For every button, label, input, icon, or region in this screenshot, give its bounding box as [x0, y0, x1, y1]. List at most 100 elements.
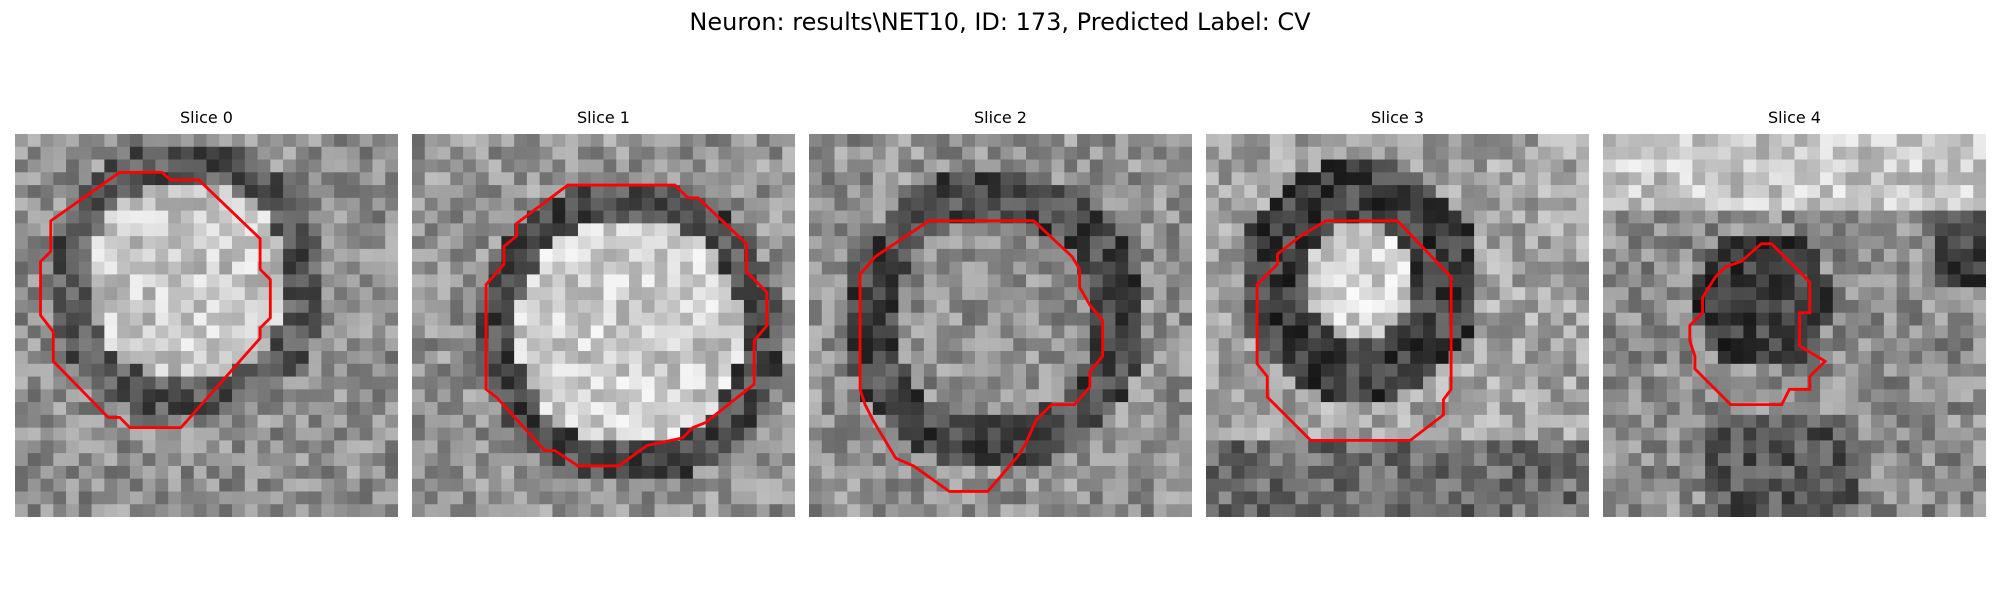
image-pixel [1781, 299, 1795, 314]
image-pixel [1140, 210, 1155, 224]
image-pixel [539, 427, 553, 441]
image-pixel [1832, 427, 1846, 441]
image-pixel [1537, 465, 1552, 480]
image-pixel [834, 389, 848, 403]
image-pixel [180, 376, 195, 390]
image-pixel [1346, 223, 1360, 237]
image-pixel [565, 197, 579, 211]
image-pixel [1295, 389, 1309, 403]
image-pixel [424, 274, 438, 288]
image-pixel [1089, 478, 1104, 492]
image-pixel [53, 427, 67, 441]
image-pixel [1486, 134, 1501, 148]
image-pixel [590, 210, 604, 224]
image-pixel [756, 440, 770, 454]
image-pixel [1641, 440, 1655, 454]
image-pixel [1666, 312, 1680, 326]
image-pixel [142, 453, 156, 467]
image-pixel [936, 287, 950, 301]
image-pixel [372, 299, 386, 314]
image-pixel [616, 440, 630, 454]
image-pixel [142, 299, 156, 314]
image-pixel [539, 287, 553, 301]
image-pixel [463, 363, 477, 377]
image-pixel [372, 197, 386, 211]
image-pixel [692, 248, 707, 263]
image-pixel [488, 440, 502, 454]
image-pixel [577, 414, 592, 429]
image-pixel [629, 248, 643, 263]
image-pixel [756, 248, 770, 263]
image-pixel [1231, 414, 1245, 429]
image-pixel [692, 504, 707, 517]
image-pixel [1730, 504, 1744, 517]
image-pixel [847, 261, 861, 275]
image-pixel [565, 402, 579, 416]
image-pixel [1615, 478, 1629, 492]
image-pixel [1743, 287, 1757, 301]
image-pixel [1871, 376, 1885, 390]
image-pixel [40, 261, 54, 275]
image-pixel [1474, 134, 1488, 148]
image-pixel [1973, 159, 1986, 173]
image-pixel [1947, 299, 1961, 314]
image-pixel [1218, 478, 1232, 492]
image-pixel [78, 440, 92, 454]
image-pixel [987, 197, 1001, 211]
image-pixel [283, 440, 297, 454]
image-pixel [1615, 210, 1629, 224]
image-pixel [911, 338, 925, 352]
image-pixel [372, 491, 386, 505]
image-pixel [1038, 197, 1052, 211]
image-pixel [27, 491, 41, 505]
image-pixel [1410, 274, 1424, 288]
image-pixel [1832, 389, 1846, 403]
image-pixel [372, 363, 386, 377]
image-pixel [1359, 287, 1373, 301]
image-pixel [1359, 223, 1373, 237]
image-pixel [987, 453, 1001, 467]
image-pixel [1051, 440, 1065, 454]
image-pixel [27, 159, 41, 173]
image-pixel [1051, 197, 1065, 211]
image-pixel [1244, 478, 1258, 492]
image-pixel [860, 427, 874, 441]
image-pixel [769, 376, 783, 390]
image-pixel [244, 287, 258, 301]
image-pixel [180, 491, 195, 505]
image-pixel [1013, 363, 1027, 377]
image-pixel [1820, 389, 1834, 403]
image-pixel [334, 389, 348, 403]
image-pixel [1858, 325, 1872, 339]
image-pixel [1845, 236, 1859, 250]
image-pixel [1384, 504, 1398, 517]
image-pixel [450, 261, 464, 275]
image-pixel [1628, 453, 1642, 467]
image-pixel [359, 261, 373, 275]
image-pixel [1705, 261, 1719, 275]
image-pixel [1512, 504, 1526, 517]
image-pixel [539, 389, 553, 403]
image-pixel [514, 389, 528, 403]
image-pixel [1397, 287, 1411, 301]
image-pixel [1153, 210, 1167, 224]
image-pixel [206, 236, 220, 250]
image-pixel [1423, 312, 1437, 326]
image-pixel [1423, 440, 1437, 454]
image-pixel [911, 197, 925, 211]
image-pixel [1269, 223, 1283, 237]
image-pixel [475, 261, 489, 275]
image-pixel [1077, 363, 1091, 377]
image-pixel [1359, 274, 1373, 288]
image-pixel [1115, 325, 1129, 339]
image-pixel [104, 210, 118, 224]
image-pixel [1295, 363, 1309, 377]
image-pixel [450, 299, 464, 314]
image-pixel [821, 274, 835, 288]
image-pixel [1013, 146, 1027, 160]
image-pixel [1499, 261, 1513, 275]
image-pixel [91, 223, 105, 237]
image-pixel [1026, 159, 1040, 173]
image-pixel [731, 491, 745, 505]
image-pixel [1832, 363, 1846, 377]
